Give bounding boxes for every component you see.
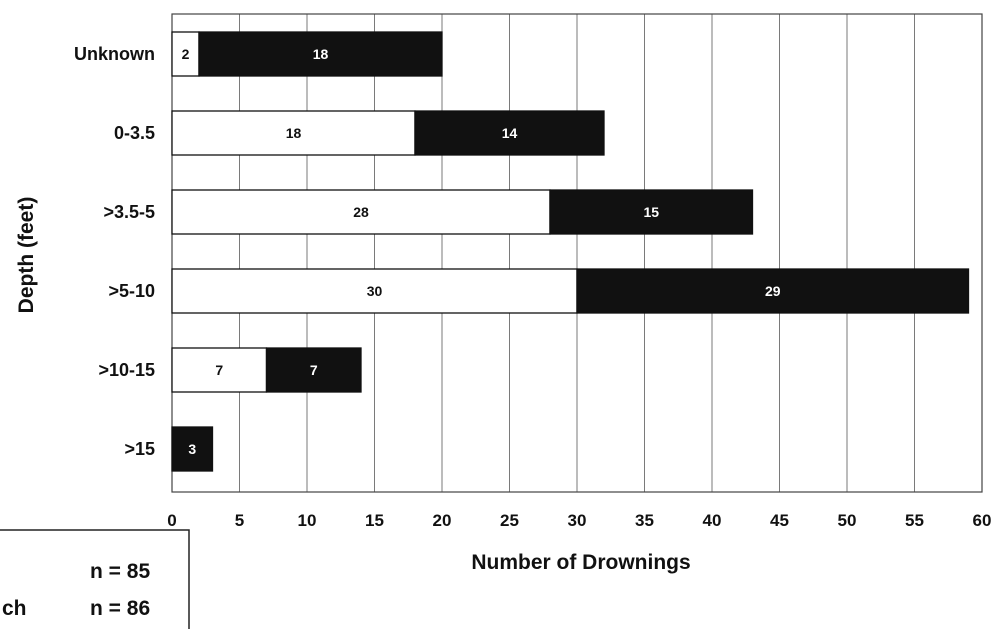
data-label: 2 [182, 46, 190, 62]
bar-segment [198, 31, 443, 77]
legend: n = 85 ch n = 86 [0, 529, 190, 634]
x-tick-label: 40 [703, 511, 722, 530]
x-tick-label: 45 [770, 511, 789, 530]
bar-segment [171, 189, 551, 235]
x-tick-label: 10 [298, 511, 317, 530]
data-label: 29 [765, 283, 781, 299]
bar-segment [265, 347, 362, 393]
x-tick-label: 55 [905, 511, 924, 530]
category-label: >15 [124, 439, 155, 459]
y-tick-labels: Unknown 0-3.5 >3.5-5 >5-10 >10-15 >15 [74, 44, 155, 459]
data-label: 15 [643, 204, 659, 220]
x-tick-label: 25 [500, 511, 519, 530]
category-label: >10-15 [98, 360, 155, 380]
x-tick-label: 35 [635, 511, 654, 530]
bar-segment [576, 268, 970, 314]
x-axis-title: Number of Drownings [471, 551, 690, 574]
bar-segment [171, 347, 268, 393]
category-label: Unknown [74, 44, 155, 64]
data-label: 14 [502, 125, 518, 141]
x-tick-labels: 0 5 10 15 20 25 30 35 40 45 50 55 60 [167, 511, 991, 530]
x-tick-label: 15 [365, 511, 384, 530]
bar-segment [171, 268, 578, 314]
x-tick-label: 20 [433, 511, 452, 530]
x-tick-label: 60 [973, 511, 992, 530]
bar-segment [171, 426, 214, 472]
bars: 2 18 18 14 28 15 30 29 7 7 3 [171, 31, 970, 472]
category-label: >5-10 [108, 281, 155, 301]
data-label: 18 [313, 46, 329, 62]
data-label: 28 [353, 204, 369, 220]
legend-box [0, 529, 190, 634]
data-label: 30 [367, 283, 383, 299]
x-tick-label: 0 [167, 511, 176, 530]
y-axis-title: Depth (feet) [15, 197, 38, 314]
data-label: 3 [188, 441, 196, 457]
data-label: 7 [215, 362, 223, 378]
x-tick-label: 30 [568, 511, 587, 530]
legend-entry-2-n: n = 86 [90, 597, 150, 620]
category-label: 0-3.5 [114, 123, 155, 143]
plot-frame [171, 13, 983, 493]
data-label: 18 [286, 125, 302, 141]
data-label: 7 [310, 362, 318, 378]
x-tick-label: 50 [838, 511, 857, 530]
legend-entry-1-n: n = 85 [90, 560, 150, 583]
legend-entry-2-label: ch [2, 597, 27, 620]
x-tick-label: 5 [235, 511, 244, 530]
category-label: >3.5-5 [103, 202, 155, 222]
bar-segment [549, 189, 754, 235]
gridlines [239, 14, 915, 492]
bar-segment [171, 110, 416, 156]
bar-segment [414, 110, 605, 156]
bar-segment [171, 31, 200, 77]
